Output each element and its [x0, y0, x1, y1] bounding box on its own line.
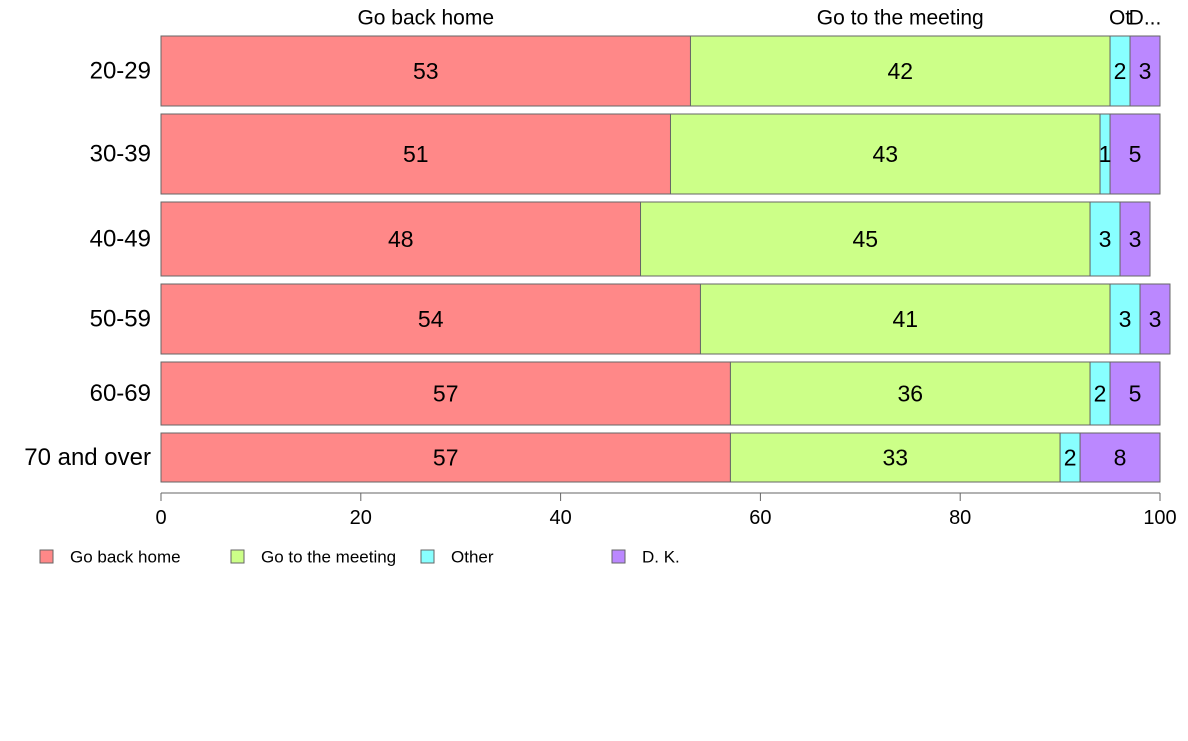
bar-segment [689, 35, 1111, 107]
legend-swatch [230, 549, 245, 564]
bar-segment [160, 361, 731, 426]
bar-value-label: 42 [887, 58, 913, 84]
legend-swatch [420, 549, 435, 564]
x-tick-label: 40 [549, 507, 571, 529]
bar-value-label: 8 [1114, 445, 1127, 471]
category-label: 40-49 [90, 226, 151, 253]
bar-value-label: 3 [1119, 306, 1132, 332]
category-label: 70 and over [24, 444, 151, 471]
bar-value-label: 45 [852, 226, 878, 252]
bar-value-label: 33 [882, 445, 908, 471]
top-series-labels-layer: Go back home Go to the meeting OtD... [357, 7, 1161, 30]
bar-value-label: 57 [433, 381, 459, 407]
bar-value-label: 2 [1114, 58, 1127, 84]
bar-segment [729, 432, 1061, 483]
data-labels-layer: 53 42 2 351 43 1 548 45 3 354 41 3 357 36 2 557 33 2 8 [388, 58, 1161, 471]
bar-segment [640, 201, 1091, 277]
bar-segment [1079, 432, 1161, 483]
bar-segment [160, 432, 731, 483]
legend-swatch [39, 549, 54, 564]
x-tick-label: 60 [749, 507, 771, 529]
legend-label: Go to the meeting [261, 548, 396, 567]
bar-value-label: 41 [892, 306, 918, 332]
x-tick-label: 0 [155, 507, 166, 529]
legend: Go back home Go to the meeting Other D. K. [39, 548, 680, 567]
top-series-label: Go to the meeting [817, 7, 984, 30]
bar-value-label: 54 [418, 306, 444, 332]
bar-value-label: 3 [1129, 226, 1142, 252]
top-series-label: Ot [1109, 7, 1131, 30]
bar-value-label: 3 [1099, 226, 1112, 252]
category-label: 20-29 [90, 58, 151, 85]
bar-value-label: 3 [1139, 58, 1152, 84]
bar-value-label: 36 [897, 381, 923, 407]
bar-value-label: 43 [872, 141, 898, 167]
bar-value-label: 1 [1099, 141, 1112, 167]
top-series-label: Go back home [357, 7, 494, 30]
bar-value-label: 5 [1129, 381, 1142, 407]
bar-value-label: 3 [1149, 306, 1162, 332]
bar-segment [1089, 201, 1121, 277]
legend-label: Other [451, 548, 494, 567]
bar-segment [1119, 201, 1151, 277]
bar-segment [1109, 361, 1161, 426]
category-labels-layer: 20-29 30-39 40-49 50-59 60-69 70 and over [24, 58, 151, 472]
legend-swatch [611, 549, 626, 564]
legend-label: Go back home [70, 548, 181, 567]
bar-value-label: 5 [1129, 141, 1142, 167]
bar-value-label: 57 [433, 445, 459, 471]
bar-segment [160, 113, 671, 195]
bar-segment [669, 113, 1101, 195]
bar-segment [160, 201, 642, 277]
bar-segment [1129, 35, 1161, 107]
bar-value-label: 2 [1094, 381, 1107, 407]
legend-label: D. K. [642, 548, 680, 567]
bar-value-label: 2 [1064, 445, 1077, 471]
bar-value-label: 51 [403, 141, 429, 167]
bar-segment [160, 35, 691, 107]
category-label: 30-39 [90, 141, 151, 168]
bars-layer [160, 35, 1171, 483]
x-tick-label: 100 [1143, 507, 1176, 529]
top-series-label: D... [1129, 7, 1162, 30]
bar-segment [699, 283, 1111, 355]
bar-value-label: 53 [413, 58, 439, 84]
bar-segment [1139, 283, 1171, 355]
bar-value-label: 48 [388, 226, 414, 252]
x-axis: 0 20 40 60 80 100 [155, 492, 1177, 529]
category-label: 50-59 [90, 306, 151, 333]
bar-segment [160, 283, 701, 355]
bar-segment [1109, 113, 1161, 195]
x-tick-label: 80 [949, 507, 971, 529]
x-tick-label: 20 [350, 507, 372, 529]
bar-segment [729, 361, 1091, 426]
category-label: 60-69 [90, 380, 151, 407]
